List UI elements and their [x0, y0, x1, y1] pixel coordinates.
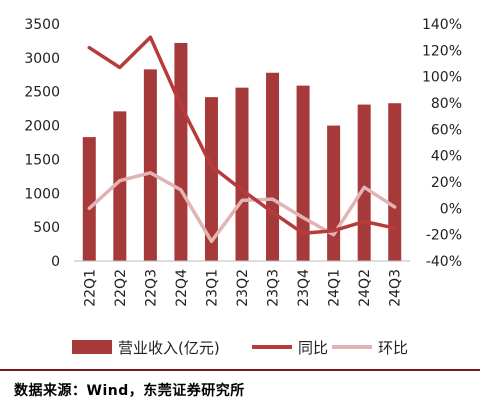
left-tick-label: 0: [51, 254, 60, 270]
legend-swatch: [72, 340, 112, 354]
x-tick-label: 24Q1: [327, 269, 343, 307]
footer-divider: [0, 369, 480, 371]
right-tick-label: 120%: [422, 43, 462, 59]
right-tick-label: 140%: [422, 17, 462, 33]
bar: [82, 137, 96, 261]
bar: [235, 87, 249, 261]
legend-label: 营业收入(亿元): [118, 339, 220, 357]
right-tick-label: 40%: [431, 149, 462, 165]
legend-label: 同比: [298, 339, 328, 357]
x-tick-label: 24Q2: [357, 269, 373, 307]
bar: [327, 125, 341, 261]
right-tick-label: -20%: [426, 228, 462, 244]
bar: [174, 42, 188, 262]
left-tick-label: 2500: [24, 85, 60, 101]
left-tick-label: 2000: [24, 119, 60, 135]
left-tick-label: 1000: [24, 186, 60, 202]
x-tick-label: 23Q3: [266, 269, 282, 307]
bar: [266, 72, 280, 261]
x-tick-label: 22Q1: [82, 269, 98, 307]
x-tick-label: 23Q4: [296, 269, 312, 307]
bar: [204, 97, 218, 261]
bar: [357, 104, 371, 261]
right-tick-label: -40%: [426, 254, 462, 270]
series-line: [87, 171, 397, 244]
right-tick-label: 0%: [440, 201, 462, 217]
x-tick-label: 24Q3: [388, 269, 404, 307]
right-tick-label: 60%: [431, 122, 462, 138]
right-tick-label: 80%: [431, 96, 462, 112]
left-tick-label: 500: [33, 220, 60, 236]
left-tick-label: 3500: [24, 17, 60, 33]
right-tick-label: 100%: [422, 70, 462, 86]
right-axis-ticks: -40% -20% 0% 20% 40% 60% 80% 100% 120% 140%: [422, 17, 462, 270]
x-tick-label: 22Q4: [174, 269, 190, 307]
x-axis-ticks: 22Q1 22Q2 22Q3 22Q4 23Q1 23Q2 23Q3 23Q4 24Q1 24Q2…: [82, 269, 403, 307]
x-tick-label: 23Q1: [204, 269, 220, 307]
ratio-lines: [87, 35, 397, 244]
x-tick-label: 22Q3: [143, 269, 159, 307]
revenue-bars: [82, 42, 402, 262]
legend: 营业收入(亿元) 同比 环比: [72, 339, 408, 357]
series-line: [87, 35, 397, 236]
bar: [143, 69, 157, 262]
right-tick-label: 20%: [431, 175, 462, 191]
bar: [113, 111, 127, 261]
x-tick-label: 22Q2: [113, 269, 129, 307]
left-tick-label: 1500: [24, 152, 60, 168]
source-note: 数据来源：Wind，东莞证券研究所: [14, 383, 245, 399]
bar: [388, 103, 402, 262]
x-tick-label: 23Q2: [235, 269, 251, 307]
legend-label: 环比: [378, 339, 408, 357]
left-tick-label: 3000: [24, 51, 60, 67]
left-axis-ticks: 0 500 1000 1500 2000 2500 3000 3500: [24, 17, 60, 270]
